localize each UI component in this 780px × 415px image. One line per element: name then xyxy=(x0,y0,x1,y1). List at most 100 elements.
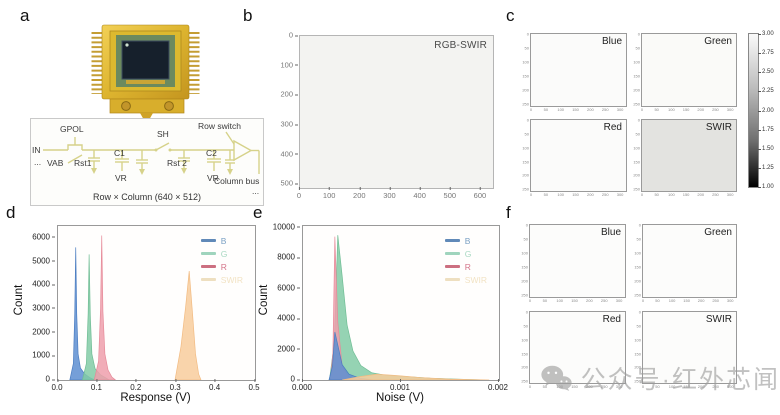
noise-x-axis: 0.000 0.001 0.002 xyxy=(292,379,508,392)
tick-label: 0 xyxy=(288,30,299,40)
rgb-swir-image-plot: RGB-SWIR xyxy=(299,35,494,189)
tick-label: 3000 xyxy=(32,303,55,313)
mini-y-tick: 100 xyxy=(521,250,528,256)
histogram-series-swir xyxy=(342,373,490,380)
mini-y-tick: 100 xyxy=(634,250,641,256)
legend-label: SWIR xyxy=(220,274,243,285)
mini-x-tick: 150 xyxy=(572,192,579,197)
tick-label: 0.000 xyxy=(291,379,313,392)
circuit-label-in: IN xyxy=(32,145,41,155)
circuit-label-vr1: VR xyxy=(115,173,127,183)
mini-y-tick: 0 xyxy=(526,117,529,123)
mini-y-tick: 250 xyxy=(633,101,640,107)
tick-label: 0.001 xyxy=(389,379,411,392)
tick-label: 200 xyxy=(353,187,366,200)
histogram-series-r xyxy=(93,235,117,380)
response-x-axis: 0.0 0.1 0.2 0.3 0.4 0.5 xyxy=(51,379,260,392)
mini-y-tick: 100 xyxy=(633,59,640,65)
mini-x-tick: 250 xyxy=(600,298,608,303)
mini-x-tick: 300 xyxy=(615,298,623,303)
mini-x-tick: 150 xyxy=(682,107,690,112)
readout-circuit-diagram: GPOL IN ... VAB Rst1 C1 SH Rst 2 C2 VR V… xyxy=(30,118,264,206)
noise-legend: B G R SWIR xyxy=(444,235,487,285)
tick-label: 600 xyxy=(473,187,487,200)
mini-plot-label: Green xyxy=(704,227,732,238)
noise-y-axis: 0 2000 4000 6000 8000 10000 xyxy=(260,222,302,384)
mini-x-tick: 50 xyxy=(543,107,549,112)
legend-item-g: G xyxy=(444,249,487,259)
mini-y-tick: 100 xyxy=(522,145,529,151)
legend-item-b: B xyxy=(444,235,487,246)
tick-label: 2000 xyxy=(32,327,55,337)
legend-label: R xyxy=(464,261,471,272)
legend-item-g: G xyxy=(200,248,243,259)
plot-b-x-axis: 0 100 200 300 400 500 600 xyxy=(296,187,492,200)
colorbar: 3.00 2.75 2.50 2.25 2.00 1.75 1.50 1.25 1.00 xyxy=(748,31,774,190)
mini-x-tick: 0 xyxy=(528,384,532,389)
mini-x-tick: 100 xyxy=(557,192,565,197)
mini-x-tick: 100 xyxy=(556,298,564,303)
mini-x-tick: 250 xyxy=(712,384,719,389)
mini-y-tick: 0 xyxy=(525,222,528,228)
mini-x-tick: 300 xyxy=(726,192,734,197)
tick-label: 4000 xyxy=(277,313,300,323)
circuit-label-column-bus: Column bus xyxy=(214,176,259,186)
tick-label: 4000 xyxy=(32,279,55,289)
mini-x-tick: 0 xyxy=(641,298,645,303)
legend-line xyxy=(200,278,216,281)
panel-label-c: c xyxy=(506,6,515,25)
mini-y-tick: 150 xyxy=(521,351,528,357)
legend-label: R xyxy=(220,261,227,272)
mini-x-tick: 100 xyxy=(668,107,675,112)
watermark: 公众号·红外芯闻 xyxy=(540,358,780,398)
tick-label: 6000 xyxy=(277,283,300,293)
response-y-axis: 0 1000 2000 3000 4000 5000 6000 xyxy=(15,225,57,384)
histogram-series-swir xyxy=(174,270,202,380)
mini-x-tick: 200 xyxy=(586,384,593,389)
mini-y-tick: 150 xyxy=(633,159,640,165)
tick-label: 0.5 xyxy=(248,379,260,392)
response-legend: B G R SWIR xyxy=(200,235,243,285)
plot-b-y-axis: 0 100 200 300 400 500 xyxy=(264,31,299,188)
tick-label: 0.4 xyxy=(209,379,221,392)
mini-plot-c-red: Red 0 50 100 150 200 250 300 0 50 100 150 200 250 xyxy=(522,117,627,197)
tick-label: 0 xyxy=(296,187,302,200)
legend-item-r: R xyxy=(200,261,243,272)
mini-y-tick: 200 xyxy=(522,87,529,93)
mini-y-tick: 0 xyxy=(638,309,641,315)
tick-label: 1000 xyxy=(32,350,55,360)
mini-x-tick: 50 xyxy=(542,298,548,303)
mini-y-tick: 200 xyxy=(634,364,641,370)
mini-x-tick: 100 xyxy=(668,298,676,303)
legend-label: G xyxy=(220,248,228,259)
mini-y-tick: 200 xyxy=(521,364,528,370)
legend-label: B xyxy=(220,235,227,246)
mini-plot-c-green: Green 0 50 100 150 200 250 300 0 50 100 150 200 250 xyxy=(633,32,737,112)
circuit-caption: Row × Column (640 × 512) xyxy=(93,192,201,202)
circuit-label-vr2: VR xyxy=(207,173,219,183)
tick-label: 0.1 xyxy=(90,379,102,392)
tick-label: 6000 xyxy=(32,232,55,242)
legend-label: B xyxy=(464,235,471,246)
tick-label: 400 xyxy=(280,149,298,159)
mini-y-tick: 200 xyxy=(633,172,640,178)
mini-plot-c-blue: Blue 0 50 100 150 200 250 300 0 50 100 150 200 250 xyxy=(522,32,627,112)
mini-plot-label: SWIR xyxy=(705,314,732,325)
wechat-icon xyxy=(541,365,572,391)
panel-label-f: f xyxy=(506,203,511,222)
mini-x-tick: 250 xyxy=(601,107,609,112)
mini-x-tick: 300 xyxy=(615,384,623,389)
mini-y-tick: 0 xyxy=(525,309,528,315)
legend-item-r: R xyxy=(444,261,487,272)
mini-y-tick: 50 xyxy=(636,236,641,242)
tick-label: 300 xyxy=(383,187,396,200)
circuit-label-rst2: Rst 2 xyxy=(167,158,187,168)
tick-label: 100 xyxy=(280,60,298,70)
mini-plot-f-blue: Blue 0 50 100 150 200 250 300 0 50 100 150 200 250 xyxy=(521,222,626,303)
mini-y-tick: 250 xyxy=(521,378,528,384)
tick-label: 0.2 xyxy=(130,379,142,392)
chip-sensor-area xyxy=(121,40,170,80)
mini-x-tick: 0 xyxy=(641,384,645,389)
circuit-label-row-switch: Row switch xyxy=(198,121,241,131)
mini-y-tick: 250 xyxy=(522,101,529,107)
